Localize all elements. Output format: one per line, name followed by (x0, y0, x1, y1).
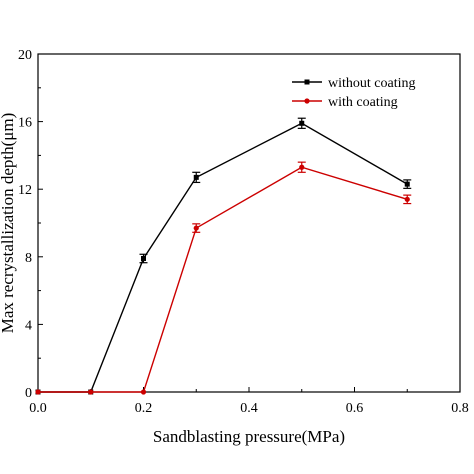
x-tick-label: 0.4 (240, 401, 258, 416)
legend-label: without coating (328, 76, 416, 91)
y-axis-label: Max recrystallization depth(μm) (0, 113, 17, 334)
data-point (88, 389, 94, 395)
data-point (299, 120, 305, 126)
data-point (141, 255, 146, 261)
y-tick-label: 20 (18, 48, 32, 63)
data-point (404, 181, 410, 187)
data-point (299, 164, 305, 170)
y-tick-label: 0 (25, 386, 32, 401)
data-point (193, 174, 199, 180)
y-tick-label: 12 (18, 183, 32, 198)
x-tick-label: 0.8 (451, 401, 469, 416)
x-tick-label: 0.2 (135, 401, 153, 416)
legend-marker (304, 98, 310, 104)
x-tick-label: 0.0 (29, 401, 47, 416)
legend-marker (304, 79, 310, 85)
data-point (193, 225, 199, 231)
series-line (38, 166, 408, 393)
data-point (35, 389, 41, 395)
x-tick-label: 0.6 (346, 401, 364, 416)
series-2 (35, 161, 412, 395)
series-layer (35, 117, 412, 395)
legend: without coating with coating (292, 76, 416, 110)
y-tick-label: 16 (18, 116, 32, 131)
x-axis-label: Sandblasting pressure(MPa) (153, 427, 345, 446)
data-point (404, 196, 410, 202)
legend-label: with coating (328, 95, 398, 110)
axes: 0.0 0.2 0.4 0.6 0.8 0 4 8 12 16 20 (18, 48, 469, 416)
y-tick-label: 4 (25, 318, 32, 333)
data-point (140, 389, 147, 395)
y-tick-label: 8 (25, 251, 32, 266)
